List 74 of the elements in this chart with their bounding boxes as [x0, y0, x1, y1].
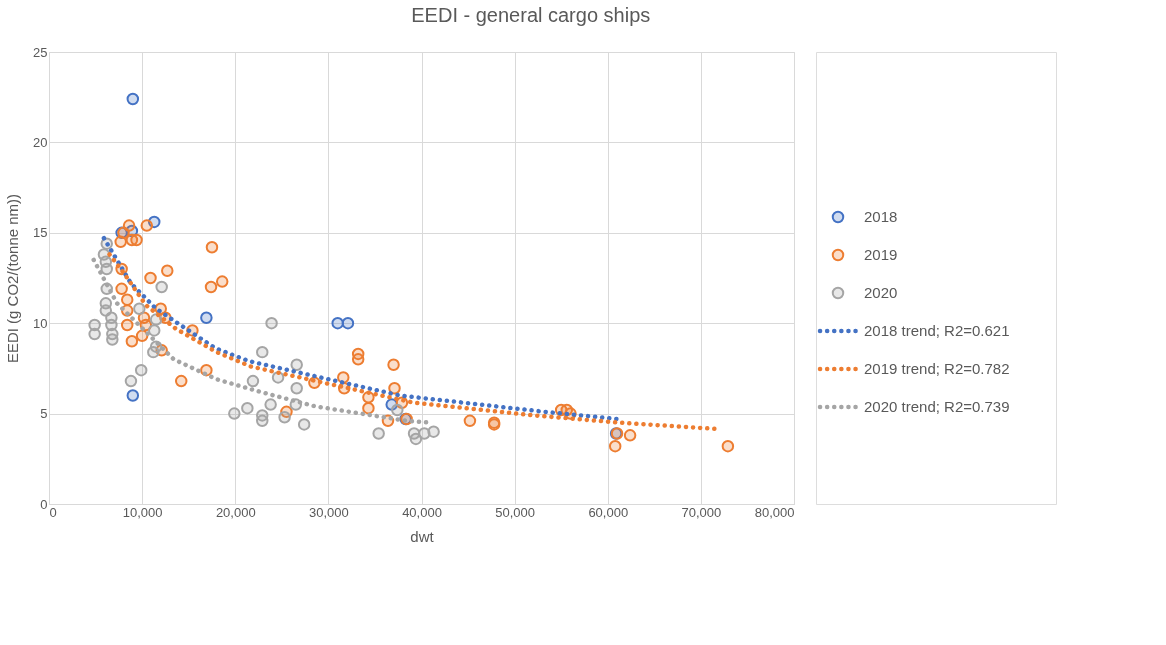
point: [134, 363, 148, 377]
y-tick-label: 15: [33, 225, 48, 241]
point: [241, 401, 254, 415]
legend-label: 2018 trend; R2=0.621: [864, 322, 1010, 339]
point: [256, 345, 269, 359]
point: [228, 407, 241, 420]
x-tick-label: 80,000: [754, 504, 795, 520]
point: [290, 382, 303, 395]
point: [161, 264, 174, 277]
point: [351, 353, 365, 366]
line-series: [101, 235, 620, 422]
point: [147, 345, 160, 359]
legend-label: 2018: [864, 208, 898, 225]
point: [331, 316, 344, 330]
point: [608, 439, 622, 453]
point: [125, 233, 139, 247]
point: [100, 262, 113, 276]
point: [427, 425, 440, 438]
point: [341, 316, 355, 330]
point: [372, 427, 385, 440]
point: [205, 241, 219, 254]
point: [256, 414, 269, 428]
x-tick-label: 60,000: [588, 504, 629, 520]
x-tick-label: 50,000: [495, 504, 536, 520]
legend-label: 2020: [864, 284, 898, 301]
point: [125, 335, 139, 348]
point: [174, 374, 188, 388]
point: [278, 410, 291, 424]
point: [126, 92, 140, 106]
point: [387, 358, 400, 372]
point: [120, 293, 134, 306]
point: [264, 398, 277, 411]
y-tick-label: 20: [33, 134, 48, 150]
point: [297, 418, 311, 431]
point: [721, 439, 735, 453]
point: [106, 333, 119, 346]
point: [124, 374, 138, 388]
y-axis-title: EEDI (g CO2/(tonne nm)): [4, 193, 22, 364]
point: [362, 401, 375, 415]
point: [133, 302, 146, 315]
point: [388, 382, 401, 395]
point: [463, 414, 477, 428]
point: [147, 324, 161, 337]
point: [135, 329, 149, 343]
point: [409, 432, 423, 446]
point: [155, 280, 168, 294]
point: [126, 389, 140, 402]
chart-title: EEDI - general cargo ships: [411, 3, 651, 26]
x-tick-label: 40,000: [402, 504, 442, 520]
point: [246, 374, 260, 388]
x-tick-label: 70,000: [681, 504, 722, 520]
point: [290, 358, 303, 372]
legend-label: 2019 trend; R2=0.782: [864, 360, 1010, 377]
point: [200, 311, 213, 325]
point: [115, 282, 128, 296]
point: [144, 271, 157, 285]
point: [215, 275, 229, 288]
x-tick-label: 20,000: [215, 504, 256, 520]
point: [623, 429, 637, 442]
x-axis-title: dwt: [410, 527, 435, 545]
y-tick-label: 10: [33, 315, 48, 331]
legend-label: 2020 trend; R2=0.739: [864, 398, 1010, 415]
y-tick-label: 25: [33, 44, 48, 60]
x-tick-label: 30,000: [308, 504, 349, 520]
point: [140, 219, 154, 232]
point: [391, 403, 404, 417]
point: [204, 280, 218, 294]
y-tick-label: 5: [40, 406, 48, 422]
legend-label: 2019: [864, 246, 898, 263]
point: [265, 316, 278, 330]
point: [114, 235, 127, 249]
x-tick-label: 10,000: [122, 504, 163, 520]
point: [120, 318, 134, 332]
point: [88, 327, 101, 341]
